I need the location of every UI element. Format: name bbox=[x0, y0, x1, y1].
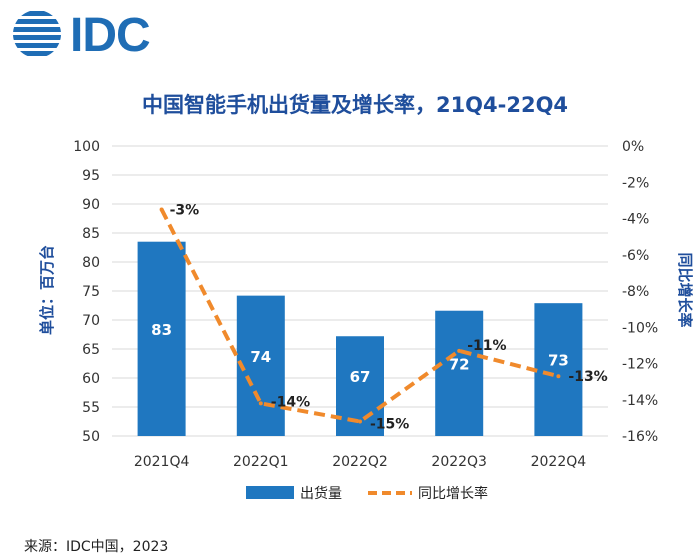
bar bbox=[435, 310, 484, 436]
bar bbox=[336, 336, 384, 436]
line-value-label: -3% bbox=[170, 202, 200, 218]
legend: 出货量 同比增长率 bbox=[246, 485, 488, 502]
y2-tick-label: -8% bbox=[622, 284, 649, 300]
y-tick-label: 60 bbox=[82, 371, 100, 387]
y2-tick-label: -10% bbox=[622, 320, 658, 336]
legend-line-label: 同比增长率 bbox=[418, 485, 488, 502]
source-note: 来源：IDC中国，2023 bbox=[24, 539, 169, 555]
bar-value-label: 72 bbox=[449, 355, 470, 373]
y-tick-label: 50 bbox=[82, 429, 100, 445]
idc-logo: IDC bbox=[10, 8, 160, 62]
growth-line bbox=[159, 208, 559, 424]
line-series: -3% -14% -15% -11% -13% bbox=[159, 202, 608, 433]
y-axis-right: 0% -2% -4% -6% -8% -10% -12% -14% -16% bbox=[622, 139, 658, 445]
line-point bbox=[457, 348, 462, 353]
line-point bbox=[556, 374, 561, 379]
bar-value-label: 67 bbox=[350, 368, 371, 386]
y2-tick-label: -4% bbox=[622, 212, 649, 228]
bar bbox=[236, 295, 285, 436]
y2-tick-label: -2% bbox=[622, 175, 649, 191]
y-tick-label: 55 bbox=[82, 400, 100, 416]
x-tick-label: 2022Q3 bbox=[431, 454, 487, 470]
line-point bbox=[159, 207, 164, 212]
x-tick-label: 2022Q1 bbox=[233, 454, 289, 470]
legend-bar-swatch bbox=[246, 486, 294, 499]
line-value-label: -15% bbox=[370, 417, 409, 433]
bar-value-label: 83 bbox=[151, 321, 172, 339]
bar-value-label: 73 bbox=[548, 352, 569, 370]
y-axis-left: 100 95 90 85 80 75 70 65 60 55 50 bbox=[73, 139, 100, 445]
line-value-label: -14% bbox=[271, 394, 310, 410]
x-tick-label: 2021Q4 bbox=[134, 454, 190, 470]
line-value-label: -13% bbox=[568, 369, 607, 385]
bar-series: 83 74 67 72 73 bbox=[137, 241, 583, 436]
y2-tick-label: 0% bbox=[622, 139, 644, 155]
y-axis-label: 单位：百万台 bbox=[38, 245, 56, 335]
y2-axis-label: 同比增长率 bbox=[676, 252, 694, 327]
line-value-label: -11% bbox=[467, 338, 506, 354]
y-tick-label: 95 bbox=[82, 168, 100, 184]
y-tick-label: 85 bbox=[82, 226, 100, 242]
y-tick-label: 90 bbox=[82, 197, 100, 213]
bar-value-label: 74 bbox=[250, 348, 271, 366]
x-tick-label: 2022Q4 bbox=[531, 454, 587, 470]
y2-tick-label: -16% bbox=[622, 429, 658, 445]
y-tick-label: 100 bbox=[73, 139, 100, 155]
line-point bbox=[258, 401, 263, 406]
y2-tick-label: -12% bbox=[622, 357, 658, 373]
x-axis: 2021Q4 2022Q1 2022Q2 2022Q3 2022Q4 bbox=[134, 454, 586, 470]
y-tick-label: 65 bbox=[82, 342, 100, 358]
bar bbox=[534, 303, 583, 436]
y-tick-label: 80 bbox=[82, 255, 100, 271]
x-tick-label: 2022Q2 bbox=[332, 454, 388, 470]
y2-tick-label: -14% bbox=[622, 393, 658, 409]
legend-bar-label: 出货量 bbox=[300, 485, 342, 502]
chart-title: 中国智能手机出货量及增长率，21Q4-22Q4 bbox=[142, 93, 568, 117]
logo-text: IDC bbox=[70, 9, 151, 62]
line-point bbox=[358, 419, 362, 424]
bar bbox=[137, 241, 186, 436]
y-tick-label: 75 bbox=[82, 284, 100, 300]
y2-tick-label: -6% bbox=[622, 248, 649, 264]
globe-icon bbox=[13, 11, 61, 56]
y-tick-label: 70 bbox=[82, 313, 100, 329]
